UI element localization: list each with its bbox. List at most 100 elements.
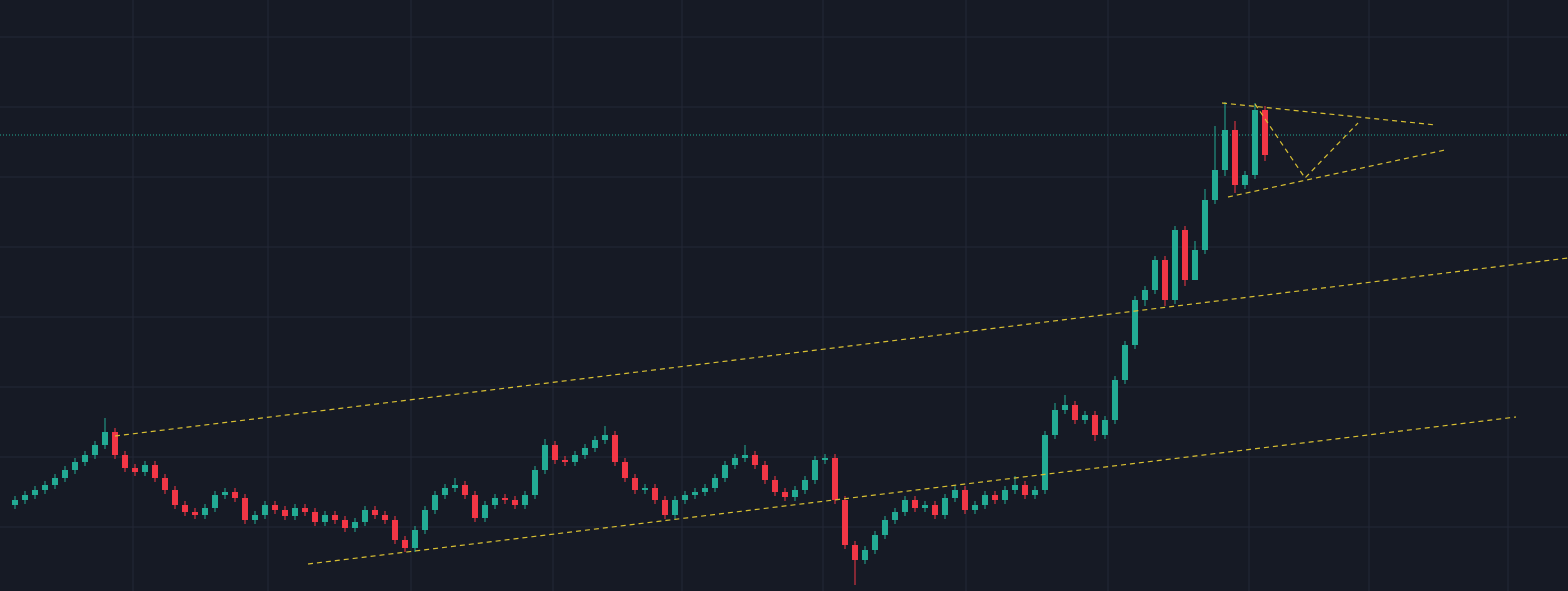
- candle-body: [412, 530, 418, 548]
- candle-body: [382, 515, 388, 520]
- candle-body: [612, 435, 618, 462]
- candle-body: [542, 445, 548, 470]
- candle-body: [82, 455, 88, 462]
- candle-body: [1122, 345, 1128, 380]
- candle-body: [942, 498, 948, 515]
- candle-body: [202, 508, 208, 515]
- candle-body: [332, 515, 338, 520]
- candle-body: [1042, 435, 1048, 490]
- candle-body: [1092, 415, 1098, 435]
- candle-body: [372, 510, 378, 515]
- projection-line: [1254, 103, 1359, 179]
- candle-body: [1182, 230, 1188, 280]
- candle-body: [752, 455, 758, 465]
- candle-body: [282, 510, 288, 516]
- drawings: [114, 102, 1568, 565]
- candle-body: [1202, 200, 1208, 250]
- candle-body: [722, 465, 728, 478]
- candle-body: [502, 498, 508, 500]
- candle-body: [222, 492, 228, 495]
- candle-body: [212, 495, 218, 508]
- candle-body: [1072, 405, 1078, 420]
- candle-body: [1242, 175, 1248, 185]
- candle-body: [292, 508, 298, 516]
- candle-body: [142, 465, 148, 472]
- candle-body: [122, 455, 128, 468]
- candle-body: [1032, 490, 1038, 495]
- candle-body: [822, 458, 828, 460]
- candle-body: [362, 510, 368, 522]
- candle-body: [662, 500, 668, 515]
- candle-body: [232, 492, 238, 498]
- candle-body: [1212, 170, 1218, 200]
- candle-body: [972, 505, 978, 510]
- candle-body: [302, 508, 308, 512]
- candle-body: [1022, 485, 1028, 495]
- candle-body: [192, 512, 198, 515]
- candle-body: [882, 520, 888, 535]
- candle-body: [492, 498, 498, 505]
- candle-body: [1102, 420, 1108, 435]
- candle-body: [582, 448, 588, 455]
- candle-body: [552, 445, 558, 460]
- candle-body: [952, 490, 958, 498]
- candle-body: [252, 515, 258, 520]
- candle-body: [472, 495, 478, 518]
- candle-body: [872, 535, 878, 550]
- candle-body: [52, 478, 58, 485]
- candle-body: [22, 495, 28, 500]
- candle-body: [772, 480, 778, 492]
- candle-body: [982, 495, 988, 505]
- trend-line: [307, 416, 1517, 565]
- candle-body: [1112, 380, 1118, 420]
- candle-body: [352, 522, 358, 528]
- candle-body: [652, 488, 658, 500]
- candle-body: [462, 485, 468, 495]
- candle-body: [42, 485, 48, 490]
- candle-body: [1062, 405, 1068, 410]
- candle-body: [172, 490, 178, 505]
- candle-body: [812, 460, 818, 480]
- candle-body: [1232, 130, 1238, 185]
- candle-body: [152, 465, 158, 478]
- candle-body: [242, 498, 248, 520]
- candle-body: [712, 478, 718, 488]
- candle-body: [1012, 485, 1018, 490]
- candle-body: [682, 495, 688, 500]
- candle-body: [482, 505, 488, 518]
- candle-body: [92, 445, 98, 455]
- candle-body: [782, 492, 788, 497]
- candle-body: [32, 490, 38, 495]
- candle-body: [592, 440, 598, 448]
- candle-body: [962, 490, 968, 510]
- candles: [12, 102, 1268, 585]
- candle-body: [832, 458, 838, 500]
- candle-body: [522, 495, 528, 505]
- candle-body: [892, 512, 898, 520]
- candle-body: [432, 495, 438, 510]
- candle-body: [102, 432, 108, 445]
- candle-body: [162, 478, 168, 490]
- candle-body: [672, 500, 678, 515]
- candle-body: [72, 462, 78, 470]
- candle-body: [1262, 110, 1268, 155]
- candle-body: [1252, 110, 1258, 175]
- candle-body: [742, 455, 748, 458]
- candle-body: [572, 455, 578, 462]
- candle-body: [1192, 250, 1198, 280]
- candle-body: [1142, 290, 1148, 300]
- candle-body: [1132, 300, 1138, 345]
- candle-body: [692, 492, 698, 495]
- candle-body: [762, 465, 768, 480]
- candle-body: [452, 485, 458, 488]
- candle-body: [992, 495, 998, 500]
- candle-body: [532, 470, 538, 495]
- candle-body: [1222, 130, 1228, 170]
- candle-body: [312, 512, 318, 522]
- candle-body: [402, 540, 408, 548]
- candle-body: [902, 500, 908, 512]
- candle-body: [842, 500, 848, 545]
